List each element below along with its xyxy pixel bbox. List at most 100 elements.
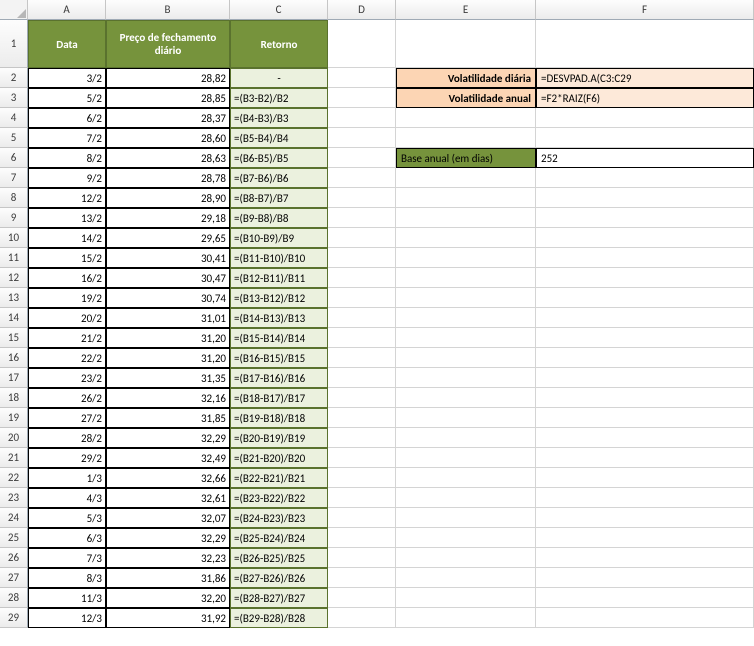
cell-E14[interactable]	[396, 308, 536, 328]
row-header-8[interactable]: 8	[0, 188, 28, 208]
cell-C12[interactable]: =(B12-B11)/B11	[230, 268, 328, 288]
cell-F19[interactable]	[536, 408, 754, 428]
cell-F25[interactable]	[536, 528, 754, 548]
cell-B26[interactable]: 32,23	[106, 548, 230, 568]
cell-C24[interactable]: =(B24-B23)/B23	[230, 508, 328, 528]
cell-B16[interactable]: 31,20	[106, 348, 230, 368]
row-header-12[interactable]: 12	[0, 268, 28, 288]
cell-E18[interactable]	[396, 388, 536, 408]
cell-E15[interactable]	[396, 328, 536, 348]
cell-E12[interactable]	[396, 268, 536, 288]
cell-F9[interactable]	[536, 208, 754, 228]
row-header-19[interactable]: 19	[0, 408, 28, 428]
cell-E22[interactable]	[396, 468, 536, 488]
cell-D24[interactable]	[328, 508, 396, 528]
row-header-26[interactable]: 26	[0, 548, 28, 568]
row-header-2[interactable]: 2	[0, 68, 28, 88]
cell-D14[interactable]	[328, 308, 396, 328]
cell-F12[interactable]	[536, 268, 754, 288]
cell-B22[interactable]: 32,66	[106, 468, 230, 488]
cell-F10[interactable]	[536, 228, 754, 248]
cell-E8[interactable]	[396, 188, 536, 208]
cell-F8[interactable]	[536, 188, 754, 208]
cell-C17[interactable]: =(B17-B16)/B16	[230, 368, 328, 388]
cell-E10[interactable]	[396, 228, 536, 248]
cell-E19[interactable]	[396, 408, 536, 428]
col-header-D[interactable]: D	[328, 0, 396, 20]
cell-A11[interactable]: 15/2	[28, 248, 106, 268]
cell-C13[interactable]: =(B13-B12)/B12	[230, 288, 328, 308]
cell-F14[interactable]	[536, 308, 754, 328]
cell-D7[interactable]	[328, 168, 396, 188]
cell-vol-annual[interactable]: =F2*RAIZ(F6)	[536, 88, 754, 108]
cell-F22[interactable]	[536, 468, 754, 488]
col-header-A[interactable]: A	[28, 0, 106, 20]
cell-D2[interactable]	[328, 68, 396, 88]
cell-A9[interactable]: 13/2	[28, 208, 106, 228]
cell-A8[interactable]: 12/2	[28, 188, 106, 208]
cell-F16[interactable]	[536, 348, 754, 368]
row-header-28[interactable]: 28	[0, 588, 28, 608]
col-header-B[interactable]: B	[106, 0, 230, 20]
row-header-9[interactable]: 9	[0, 208, 28, 228]
cell-C28[interactable]: =(B28-B27)/B27	[230, 588, 328, 608]
cell-D9[interactable]	[328, 208, 396, 228]
cell-E20[interactable]	[396, 428, 536, 448]
cell-A7[interactable]: 9/2	[28, 168, 106, 188]
cell-D13[interactable]	[328, 288, 396, 308]
cell-A13[interactable]: 19/2	[28, 288, 106, 308]
cell-A10[interactable]: 14/2	[28, 228, 106, 248]
cell-base-value[interactable]: 252	[536, 148, 754, 168]
row-header-16[interactable]: 16	[0, 348, 28, 368]
cell-E16[interactable]	[396, 348, 536, 368]
cell-B12[interactable]: 30,47	[106, 268, 230, 288]
cell-B8[interactable]: 28,90	[106, 188, 230, 208]
cell-E13[interactable]	[396, 288, 536, 308]
cell-vol-daily[interactable]: =DESVPAD.A(C3:C29	[536, 68, 754, 88]
row-header-13[interactable]: 13	[0, 288, 28, 308]
row-header-15[interactable]: 15	[0, 328, 28, 348]
cell-A28[interactable]: 11/3	[28, 588, 106, 608]
cell-D10[interactable]	[328, 228, 396, 248]
cell-E24[interactable]	[396, 508, 536, 528]
cell-B20[interactable]: 32,29	[106, 428, 230, 448]
cell-E27[interactable]	[396, 568, 536, 588]
cell-A27[interactable]: 8/3	[28, 568, 106, 588]
cell-A20[interactable]: 28/2	[28, 428, 106, 448]
cell-F26[interactable]	[536, 548, 754, 568]
cell-F23[interactable]	[536, 488, 754, 508]
cell-B9[interactable]: 29,18	[106, 208, 230, 228]
row-header-22[interactable]: 22	[0, 468, 28, 488]
col-header-C[interactable]: C	[230, 0, 328, 20]
cell-A25[interactable]: 6/3	[28, 528, 106, 548]
cell-C8[interactable]: =(B8-B7)/B7	[230, 188, 328, 208]
cell-A21[interactable]: 29/2	[28, 448, 106, 468]
cell-C11[interactable]: =(B11-B10)/B10	[230, 248, 328, 268]
cell-F1[interactable]	[536, 20, 754, 68]
cell-C27[interactable]: =(B27-B26)/B26	[230, 568, 328, 588]
row-header-27[interactable]: 27	[0, 568, 28, 588]
cell-D29[interactable]	[328, 608, 396, 628]
cell-B18[interactable]: 32,16	[106, 388, 230, 408]
cell-E28[interactable]	[396, 588, 536, 608]
cell-F20[interactable]	[536, 428, 754, 448]
row-header-17[interactable]: 17	[0, 368, 28, 388]
cell-E17[interactable]	[396, 368, 536, 388]
cell-D12[interactable]	[328, 268, 396, 288]
cell-E4[interactable]	[396, 108, 536, 128]
row-header-20[interactable]: 20	[0, 428, 28, 448]
cell-B5[interactable]: 28,60	[106, 128, 230, 148]
cell-F7[interactable]	[536, 168, 754, 188]
cell-E1[interactable]	[396, 20, 536, 68]
row-header-10[interactable]: 10	[0, 228, 28, 248]
cell-D17[interactable]	[328, 368, 396, 388]
cell-F29[interactable]	[536, 608, 754, 628]
cell-A14[interactable]: 20/2	[28, 308, 106, 328]
cell-A26[interactable]: 7/3	[28, 548, 106, 568]
cell-F28[interactable]	[536, 588, 754, 608]
row-header-14[interactable]: 14	[0, 308, 28, 328]
cell-A29[interactable]: 12/3	[28, 608, 106, 628]
cell-B25[interactable]: 32,29	[106, 528, 230, 548]
cell-D5[interactable]	[328, 128, 396, 148]
cell-C10[interactable]: =(B10-B9)/B9	[230, 228, 328, 248]
